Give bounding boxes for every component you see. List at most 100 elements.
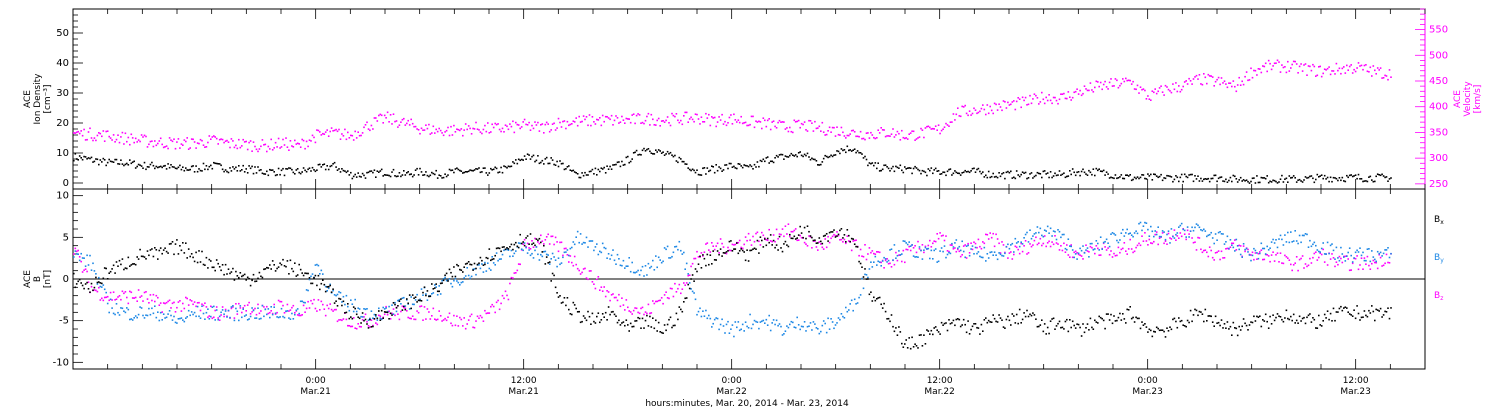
- bz-point: [1179, 232, 1182, 234]
- by-point: [886, 261, 888, 263]
- bx-point: [363, 319, 365, 322]
- bz-point: [1340, 257, 1342, 260]
- by-point: [419, 298, 421, 301]
- by-point: [840, 313, 843, 315]
- bz-point: [904, 261, 906, 264]
- by-point: [837, 317, 840, 319]
- by-point: [808, 325, 810, 327]
- by-point: [1298, 234, 1301, 237]
- velocity-point: [635, 114, 638, 117]
- density-point: [1226, 181, 1229, 183]
- by-point: [179, 317, 181, 320]
- density-point: [850, 150, 853, 152]
- bx-point: [235, 270, 237, 273]
- bx-point: [1125, 322, 1127, 324]
- density-point: [257, 166, 259, 168]
- bx-point: [1129, 306, 1131, 308]
- density-point: [587, 174, 589, 176]
- velocity-point: [99, 132, 102, 135]
- bx-point: [569, 313, 572, 315]
- bx-point: [1365, 314, 1367, 317]
- velocity-point: [1107, 88, 1109, 90]
- y-tick-label: 5: [63, 232, 69, 243]
- bz-point: [820, 243, 822, 245]
- density-point: [581, 172, 583, 174]
- velocity-point: [640, 122, 642, 124]
- density-point: [949, 168, 952, 170]
- density-point: [87, 157, 90, 159]
- bz-point: [1021, 250, 1024, 253]
- density-point: [1132, 178, 1134, 181]
- bz-point: [464, 327, 467, 330]
- bx-point: [958, 318, 961, 321]
- by-point: [1094, 248, 1096, 250]
- density-point: [1170, 176, 1173, 178]
- by-point: [410, 296, 412, 298]
- velocity-point: [1331, 70, 1333, 72]
- velocity-point: [183, 139, 186, 141]
- density-point: [435, 169, 437, 172]
- by-point: [252, 309, 255, 312]
- bx-point: [1015, 313, 1018, 316]
- by-point: [78, 259, 81, 262]
- velocity-point: [378, 114, 380, 117]
- by-point: [454, 277, 457, 280]
- bz-point: [322, 303, 324, 306]
- density-point: [1379, 174, 1382, 177]
- bz-point: [959, 255, 962, 258]
- bz-point: [792, 230, 794, 233]
- bz-point: [1094, 252, 1096, 255]
- bx-point: [398, 300, 401, 302]
- bz-point: [151, 299, 153, 302]
- bx-point: [677, 318, 679, 321]
- by-point: [1018, 245, 1021, 248]
- bx-point: [987, 319, 990, 322]
- by-point: [162, 313, 165, 315]
- by-point: [613, 259, 616, 262]
- bz-point: [320, 300, 323, 303]
- density-point: [1328, 180, 1330, 183]
- density-point: [792, 154, 794, 156]
- density-point: [774, 157, 776, 159]
- density-point: [1248, 182, 1251, 184]
- density-point: [167, 163, 169, 165]
- bz-point: [830, 237, 832, 240]
- velocity-point: [93, 137, 96, 139]
- bx-point: [419, 299, 421, 302]
- velocity-point: [926, 125, 928, 128]
- bz-point: [980, 247, 983, 250]
- density-point: [1340, 179, 1342, 182]
- bx-point: [1010, 324, 1012, 326]
- velocity-point: [845, 137, 847, 139]
- density-point: [142, 167, 144, 169]
- by-point: [731, 324, 734, 326]
- velocity-point: [115, 138, 118, 141]
- density-point: [1013, 176, 1015, 179]
- bx-point: [1144, 323, 1146, 325]
- bz-point: [715, 245, 717, 247]
- velocity-point: [593, 121, 595, 123]
- bz-point: [1063, 242, 1065, 245]
- by-point: [1158, 235, 1161, 238]
- bz-point: [901, 260, 903, 263]
- density-point: [202, 162, 205, 165]
- density-point: [333, 161, 336, 164]
- by-point: [1208, 233, 1211, 236]
- by-point: [1073, 256, 1075, 259]
- bx-point: [146, 250, 149, 252]
- by-point: [1092, 249, 1095, 251]
- by-point: [515, 250, 517, 252]
- bz-point: [973, 241, 975, 243]
- velocity-point: [833, 126, 835, 129]
- density-point: [747, 165, 750, 168]
- density-point: [1077, 171, 1080, 173]
- density-point: [1264, 177, 1267, 180]
- bx-point: [438, 290, 440, 293]
- by-point: [1245, 247, 1248, 250]
- bx-point: [1326, 310, 1329, 312]
- by-point: [395, 310, 398, 313]
- panel-frame: [72, 8, 1426, 190]
- by-point: [1236, 245, 1239, 247]
- density-point: [1269, 180, 1271, 183]
- bx-point: [845, 241, 847, 243]
